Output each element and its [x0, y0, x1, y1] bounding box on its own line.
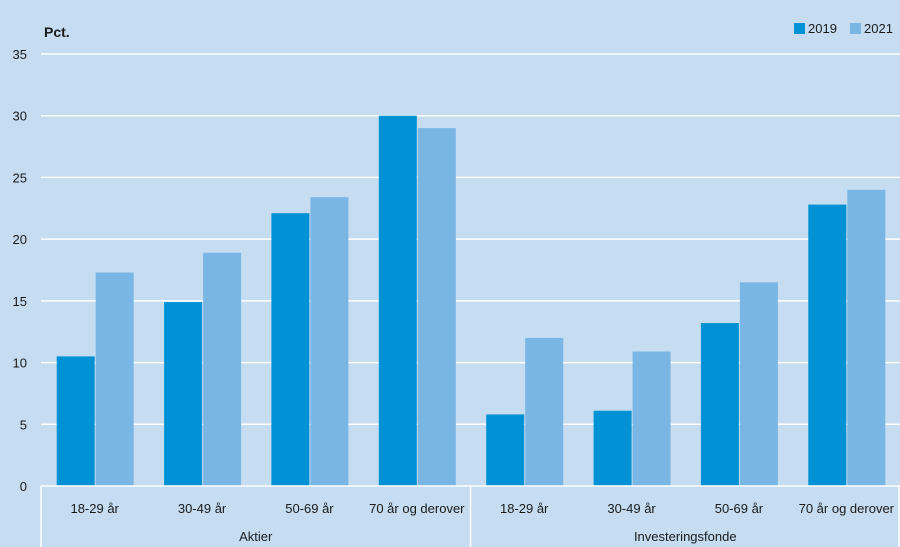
bar-2019 [378, 115, 417, 486]
group-label: Investeringsfonde [634, 529, 737, 544]
legend-label: 2019 [808, 21, 837, 36]
x-tick-label: 30-49 år [607, 501, 656, 516]
y-tick-label: 30 [13, 109, 27, 124]
bar-2019 [164, 302, 203, 486]
x-tick-label: 50-69 år [715, 501, 764, 516]
y-tick-label: 25 [13, 170, 27, 185]
y-tick-label: 10 [13, 356, 27, 371]
bar-2019 [593, 410, 632, 486]
bar-2019 [700, 323, 739, 486]
bar-2019 [56, 356, 95, 486]
y-tick-label: 5 [20, 417, 27, 432]
bar-2021 [417, 128, 456, 486]
legend-label: 2021 [864, 21, 893, 36]
legend-swatch-2021 [850, 23, 861, 34]
legend: 2019 2021 [794, 21, 893, 36]
y-tick-label: 0 [20, 479, 27, 494]
x-axis: 18-29 år 30-49 år 50-69 år 70 år og derover… [40, 485, 900, 547]
bar-2021 [525, 337, 564, 486]
y-axis: 0 5 10 15 20 25 30 35 [13, 47, 27, 494]
bar-2021 [632, 351, 671, 486]
x-tick-label: 70 år og derover [369, 501, 465, 516]
y-tick-label: 35 [13, 47, 27, 62]
y-axis-label: Pct. [44, 24, 70, 40]
y-tick-label: 15 [13, 294, 27, 309]
y-tick-label: 20 [13, 232, 27, 247]
bar-2021 [847, 189, 886, 487]
legend-swatch-2019 [794, 23, 805, 34]
x-tick-label: 50-69 år [285, 501, 334, 516]
bars [56, 115, 886, 487]
group-label: Aktier [239, 529, 273, 544]
bar-2021 [203, 252, 242, 486]
bar-2021 [739, 282, 778, 486]
x-tick-label: 70 år og derover [799, 501, 895, 516]
x-tick-label: 18-29 år [70, 501, 119, 516]
bar-2019 [808, 204, 847, 486]
x-tick-label: 30-49 år [178, 501, 227, 516]
bar-2019 [271, 213, 310, 486]
bar-2021 [310, 197, 349, 486]
bar-2019 [486, 414, 525, 486]
bar-2021 [95, 272, 134, 486]
x-tick-label: 18-29 år [500, 501, 549, 516]
